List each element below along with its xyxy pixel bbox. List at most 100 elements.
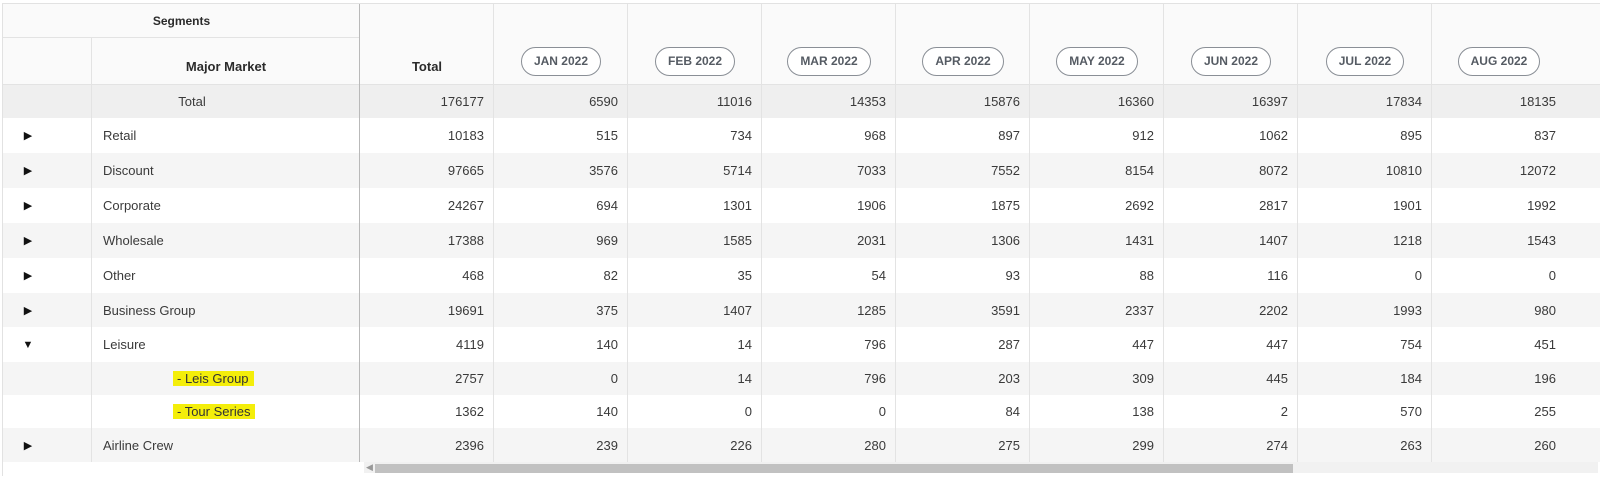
month-value-cell: 515 xyxy=(596,128,618,143)
month-value-cell: 1407 xyxy=(723,302,752,318)
major-market-header[interactable]: Major Market xyxy=(185,58,267,74)
month-header-pill[interactable]: APR 2022 xyxy=(922,47,1004,76)
caret-right-icon: ▶ xyxy=(23,200,33,212)
row-total-value: 19691 xyxy=(447,302,484,318)
pivot-grid: Total 176177 6590 11016 14353 15876 16360 16397… xyxy=(2,3,1600,476)
scroll-left-arrow-icon[interactable]: ◀ xyxy=(366,462,373,472)
month-value-cell: 239 xyxy=(596,437,618,453)
month-value-cell: 15876 xyxy=(983,93,1020,109)
table-row[interactable] xyxy=(3,428,1600,462)
month-value-cell: 6590 xyxy=(589,93,618,109)
caret-down-icon: ▼ xyxy=(22,338,34,351)
child-row[interactable] xyxy=(3,395,1600,428)
month-value-cell: 10810 xyxy=(1385,163,1422,178)
total-column-header[interactable]: Total xyxy=(411,58,443,74)
caret-right-icon[interactable]: ▶ xyxy=(3,293,53,327)
month-value-cell: 0 xyxy=(1548,268,1556,283)
month-value-cell: 1218 xyxy=(1393,233,1422,248)
row-label: Leisure xyxy=(103,327,353,362)
horizontal-scroll-thumb[interactable] xyxy=(375,464,1293,473)
table-row[interactable] xyxy=(3,327,1600,362)
row-label: Discount xyxy=(103,153,353,188)
child-row[interactable] xyxy=(3,362,1600,395)
month-header-pill[interactable]: MAY 2022 xyxy=(1056,47,1138,76)
month-value-cell: 17834 xyxy=(1385,93,1422,109)
column-divider xyxy=(91,37,92,462)
month-value-cell: 82 xyxy=(603,268,618,283)
caret-down-icon[interactable]: ▼ xyxy=(3,327,53,362)
month-column-header: JUL 2022 xyxy=(1298,46,1432,77)
month-value-cell: 1875 xyxy=(991,198,1020,213)
month-header-pill[interactable]: MAR 2022 xyxy=(787,47,871,76)
month-value-cell: 754 xyxy=(1400,337,1422,352)
month-value-cell: 1285 xyxy=(857,302,886,318)
caret-right-icon: ▶ xyxy=(23,130,33,142)
month-value-cell: 1431 xyxy=(1125,233,1154,248)
month-value-cell: 88 xyxy=(1139,268,1154,283)
row-total-value: 24267 xyxy=(447,198,484,213)
row-label: Other xyxy=(103,258,353,293)
month-header-pill[interactable]: FEB 2022 xyxy=(654,47,736,76)
caret-right-icon[interactable]: ▶ xyxy=(3,428,53,462)
caret-right-icon[interactable]: ▶ xyxy=(3,153,53,188)
month-value-cell: 203 xyxy=(998,371,1020,386)
table-row[interactable] xyxy=(3,223,1600,258)
child-row-label: - Leis Group xyxy=(173,362,353,395)
table-row[interactable] xyxy=(3,118,1600,153)
table-row[interactable] xyxy=(3,188,1600,223)
month-value-cell: 2031 xyxy=(857,233,886,248)
month-value-cell: 897 xyxy=(998,128,1020,143)
table-row[interactable] xyxy=(3,258,1600,293)
label-text: Total xyxy=(178,93,206,109)
month-value-cell: 2817 xyxy=(1259,198,1288,213)
row-label: Corporate xyxy=(103,188,353,223)
month-header-pill[interactable]: JAN 2022 xyxy=(520,47,602,76)
caret-right-icon[interactable]: ▶ xyxy=(3,223,53,258)
month-value-cell: 280 xyxy=(864,437,886,453)
child-row-label: - Tour Series xyxy=(173,395,353,428)
month-value-cell: 16397 xyxy=(1251,93,1288,109)
month-header-pill[interactable]: JUL 2022 xyxy=(1325,47,1405,76)
month-value-cell: 968 xyxy=(864,128,886,143)
month-value-cell: 2202 xyxy=(1259,302,1288,318)
month-header-pill[interactable]: AUG 2022 xyxy=(1457,47,1541,76)
month-value-cell: 451 xyxy=(1534,337,1556,352)
caret-right-icon[interactable]: ▶ xyxy=(3,188,53,223)
month-value-cell: 8072 xyxy=(1259,163,1288,178)
header-bottom-line xyxy=(3,84,1600,85)
month-value-cell: 0 xyxy=(610,371,618,386)
month-column-header: FEB 2022 xyxy=(628,46,762,77)
month-value-cell: 35 xyxy=(737,268,752,283)
month-value-cell: 140 xyxy=(596,404,618,419)
month-value-cell: 7033 xyxy=(857,163,886,178)
table-row[interactable] xyxy=(3,293,1600,327)
caret-right-icon: ▶ xyxy=(23,304,33,317)
column-divider xyxy=(1431,4,1432,462)
caret-right-icon[interactable]: ▶ xyxy=(3,258,53,293)
month-value-cell: 260 xyxy=(1534,437,1556,453)
month-value-cell: 263 xyxy=(1400,437,1422,453)
row-total-value: 468 xyxy=(462,268,484,283)
row-total-value: 4119 xyxy=(456,337,484,352)
month-value-cell: 196 xyxy=(1534,371,1556,386)
month-value-cell: 14353 xyxy=(849,93,886,109)
month-value-cell: 447 xyxy=(1132,337,1154,352)
row-label: Retail xyxy=(103,118,353,153)
caret-right-icon[interactable]: ▶ xyxy=(3,118,53,153)
column-divider xyxy=(493,4,494,462)
label-text: Airline Crew xyxy=(103,437,174,453)
caret-right-icon: ▶ xyxy=(23,165,33,177)
row-total-value: 2757 xyxy=(455,371,484,386)
month-value-cell: 1901 xyxy=(1393,198,1422,213)
month-value-cell: 184 xyxy=(1400,371,1422,386)
table-row[interactable] xyxy=(3,153,1600,188)
caret-right-icon: ▶ xyxy=(23,439,33,452)
month-value-cell: 0 xyxy=(1414,268,1422,283)
month-value-cell: 1993 xyxy=(1393,302,1422,318)
month-value-cell: 93 xyxy=(1005,268,1020,283)
row-total-value: 1362 xyxy=(455,404,484,419)
month-value-cell: 2337 xyxy=(1125,302,1154,318)
month-header-pill[interactable]: JUN 2022 xyxy=(1190,47,1272,76)
label-text: Business Group xyxy=(103,302,196,318)
month-value-cell: 1585 xyxy=(723,233,752,248)
